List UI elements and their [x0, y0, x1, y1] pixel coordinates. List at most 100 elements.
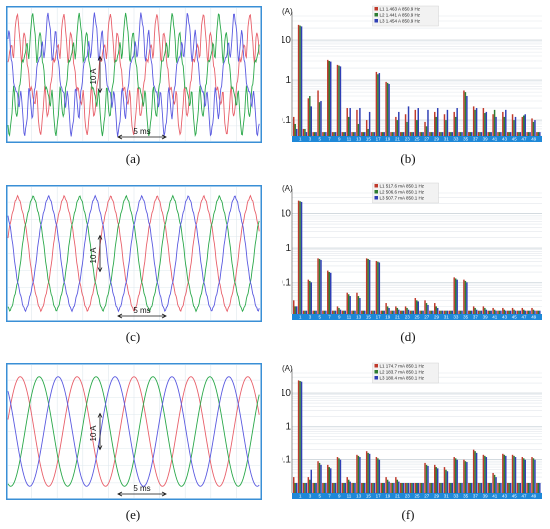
- spectrum-bar: [401, 310, 403, 314]
- spectrum-bar: [519, 482, 522, 493]
- spectrum-x-tick: 3: [309, 315, 312, 320]
- spectrum-x-tick: 7: [328, 137, 331, 142]
- spectrum-bar: [425, 464, 428, 493]
- spectrum-bar: [406, 482, 408, 493]
- spectrum-bar: [537, 132, 540, 136]
- spectrum-bar: [386, 82, 389, 136]
- waveform-chart-a: 10 A 5 ms: [6, 6, 262, 143]
- spectrum-bar: [310, 106, 313, 136]
- spectrum-bar: [527, 132, 530, 136]
- time-scale-arrow-left: [117, 491, 123, 497]
- spectrum-bar: [526, 482, 528, 493]
- spectrum-x-tick: 27: [424, 315, 430, 320]
- phase-1-waveform: [7, 194, 260, 313]
- spectrum-x-tick: 37: [473, 494, 479, 499]
- spectrum-bar: [327, 270, 329, 314]
- phase-3-waveform: [7, 194, 260, 313]
- spectrum-y-tick-0-1: 0.1: [282, 277, 291, 288]
- spectrum-bar: [419, 132, 421, 136]
- spectrum-x-tick: 19: [385, 494, 391, 499]
- spectrum-bar: [352, 132, 355, 136]
- spectrum-bar: [336, 306, 339, 314]
- spectrum-x-tick: 43: [502, 137, 508, 142]
- spectrum-bar: [327, 59, 329, 136]
- spectrum-bar: [320, 464, 322, 493]
- spectrum-bar: [488, 132, 491, 136]
- spectrum-x-tick: 13: [356, 315, 362, 320]
- spectrum-x-tick: 11: [347, 315, 352, 320]
- time-scale-label: 5 ms: [133, 127, 150, 136]
- spectrum-bar: [531, 457, 533, 493]
- spectrum-bar: [302, 310, 305, 314]
- spectrum-bar: [328, 61, 330, 136]
- spectrum-bar: [331, 310, 334, 314]
- spectrum-bar: [448, 132, 451, 136]
- spectrum-bar: [513, 120, 515, 136]
- spectrum-chart-f: (A)1010.11357911131517192123252729313335…: [282, 361, 544, 501]
- spectrum-bar: [503, 454, 506, 493]
- current-scale-arrow-bottom: [97, 445, 103, 451]
- spectrum-grid: [292, 15, 542, 137]
- spectrum-bar: [539, 132, 541, 136]
- spectrum-bar: [346, 108, 348, 136]
- spectrum-bar: [448, 310, 451, 314]
- spectrum-bar: [466, 96, 468, 136]
- spectrum-bar: [466, 462, 468, 493]
- spectrum-bar: [519, 310, 522, 314]
- spectrum-bar: [317, 461, 319, 493]
- current-scale-arrow-top: [97, 55, 103, 61]
- spectrum-bar: [488, 310, 491, 314]
- spectrum-bar: [402, 482, 405, 493]
- spectrum-bar: [429, 310, 431, 314]
- spectrum-bar: [356, 292, 358, 314]
- spectrum-bar: [519, 132, 522, 136]
- spectrum-bar: [323, 310, 326, 314]
- spectrum-bar: [490, 482, 492, 493]
- spectrum-bar: [411, 132, 413, 136]
- time-scale-label: 5 ms: [133, 306, 150, 315]
- time-scale-label: 5 ms: [133, 484, 150, 493]
- spectrum-bar: [329, 272, 332, 314]
- spectrum-bar: [378, 459, 381, 493]
- spectrum-bar: [461, 310, 463, 314]
- spectrum-bar: [424, 121, 426, 136]
- spectrum-bar: [351, 482, 353, 493]
- time-scale-arrow-left: [117, 134, 123, 140]
- spectrum-bar: [505, 310, 507, 314]
- spectrum-bar: [364, 482, 366, 493]
- spectrum-bar: [406, 121, 408, 136]
- spectrum-x-tick: 39: [483, 137, 489, 142]
- spectrum-bar: [532, 309, 535, 314]
- spectrum-y-tick-10: 10: [282, 388, 291, 399]
- spectrum-bar: [416, 482, 418, 493]
- spectrum-bar: [412, 132, 415, 136]
- spectrum-x-tick: 29: [434, 315, 440, 320]
- spectrum-bar: [420, 132, 423, 136]
- spectrum-bar: [513, 309, 515, 314]
- spectrum-bar: [391, 310, 394, 314]
- spectrum-bar: [304, 310, 306, 314]
- spectrum-bar: [479, 310, 481, 314]
- spectrum-bar: [315, 132, 317, 136]
- spectrum-bar: [493, 474, 496, 493]
- spectrum-bar: [505, 455, 507, 493]
- spectrum-bar: [539, 310, 541, 314]
- spectrum-bar: [401, 482, 403, 493]
- spectrum-bar: [398, 309, 400, 314]
- spectrum-bar: [407, 309, 410, 314]
- spectrum-bar: [471, 310, 473, 314]
- legend-swatch-1: [374, 184, 378, 188]
- spectrum-bar: [493, 309, 496, 314]
- spectrum-bar: [531, 118, 533, 136]
- spectrum-bar: [416, 300, 418, 314]
- spectrum-bar: [349, 108, 351, 136]
- spectrum-bar: [386, 306, 389, 314]
- spectrum-bar: [297, 24, 300, 136]
- spectrum-bar: [396, 120, 399, 136]
- spectrum-bar: [422, 132, 424, 136]
- spectrum-bar: [425, 303, 428, 314]
- current-scale-label: 10 A: [89, 68, 98, 85]
- spectrum-bar: [487, 132, 489, 136]
- spectrum-bar: [339, 309, 342, 314]
- spectrum-bar: [368, 453, 371, 493]
